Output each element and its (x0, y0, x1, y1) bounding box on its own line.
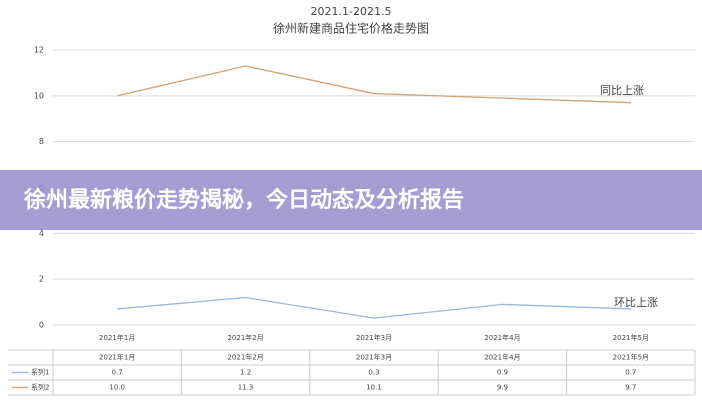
x-tick-label: 2021年5月 (613, 333, 649, 342)
table-cell: 0.7 (112, 369, 123, 377)
legend-label: 系列2 (31, 383, 49, 392)
x-tick-label: 2021年4月 (484, 333, 520, 342)
y-tick-label: 12 (34, 46, 44, 55)
y-tick-label: 8 (39, 137, 44, 146)
plot: 0246810122021年1月2021年2月2021年3月2021年4月202… (8, 46, 696, 396)
legend-label: 系列1 (31, 368, 49, 377)
chart-title: 2021.1-2021.5 (311, 5, 392, 18)
table-cell: 0.9 (497, 369, 508, 377)
banner: 徐州最新粮价走势揭秘，今日动态及分析报告 (0, 170, 702, 230)
series-line (117, 296, 631, 319)
y-tick-label: 0 (39, 321, 44, 330)
annotation: 同比上涨 (600, 84, 644, 97)
y-tick-label: 4 (39, 229, 44, 238)
table-cell: 10.0 (109, 384, 125, 392)
annotation: 环比上涨 (614, 296, 658, 309)
x-tick-label: 2021年1月 (99, 333, 135, 342)
table-header: 2021年3月 (356, 353, 392, 362)
series-line (117, 65, 631, 104)
table-cell: 0.3 (368, 369, 379, 377)
table-cell: 9.9 (497, 384, 508, 392)
y-tick-label: 2 (39, 275, 44, 284)
y-tick-label: 10 (34, 91, 44, 100)
table-header: 2021年4月 (484, 353, 520, 362)
banner-text: 徐州最新粮价走势揭秘，今日动态及分析报告 (23, 187, 464, 213)
x-tick-label: 2021年2月 (227, 333, 263, 342)
chart-subtitle: 徐州新建商品住宅价格走势图 (273, 21, 429, 36)
table-header: 2021年2月 (227, 353, 263, 362)
table-header: 2021年1月 (99, 353, 135, 362)
banner-band (0, 170, 702, 230)
table-cell: 1.2 (240, 369, 251, 377)
x-tick-label: 2021年3月 (356, 333, 392, 342)
table-cell: 10.1 (366, 384, 382, 392)
table-header: 2021年5月 (613, 353, 649, 362)
table-cell: 0.7 (625, 369, 636, 377)
table-cell: 9.7 (625, 384, 636, 392)
table-cell: 11.3 (238, 384, 254, 392)
